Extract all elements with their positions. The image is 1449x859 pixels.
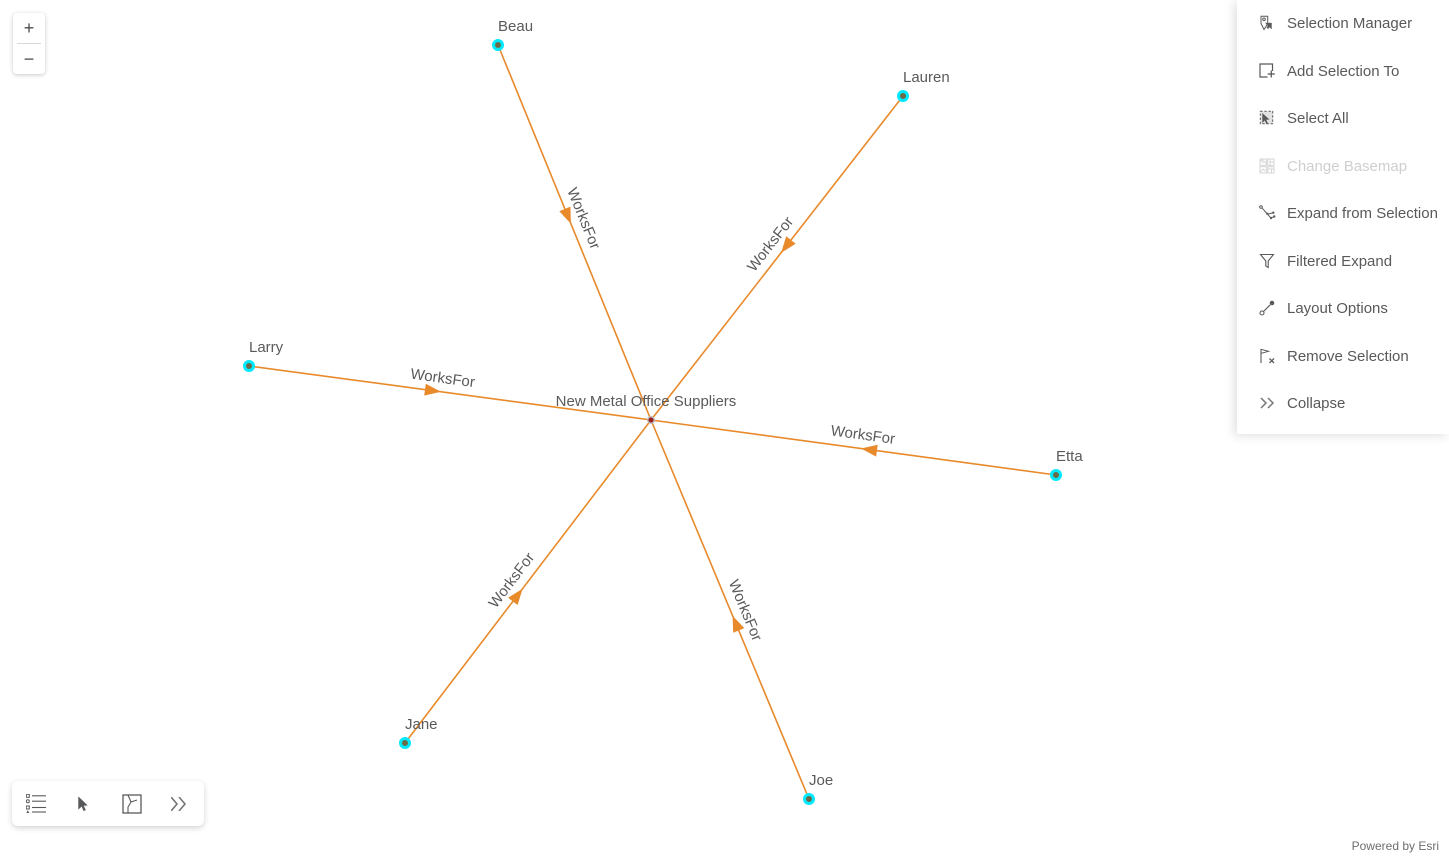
svg-text:Jane: Jane	[405, 716, 438, 733]
svg-text:Larry: Larry	[249, 339, 284, 356]
svg-text:Beau: Beau	[498, 18, 533, 35]
svg-text:Joe: Joe	[809, 772, 833, 789]
svg-text:WorksFor: WorksFor	[830, 422, 896, 448]
svg-text:WorksFor: WorksFor	[409, 366, 475, 392]
svg-text:Lauren: Lauren	[903, 69, 950, 86]
svg-text:New Metal Office Suppliers: New Metal Office Suppliers	[556, 393, 737, 410]
svg-text:Etta: Etta	[1056, 448, 1083, 465]
